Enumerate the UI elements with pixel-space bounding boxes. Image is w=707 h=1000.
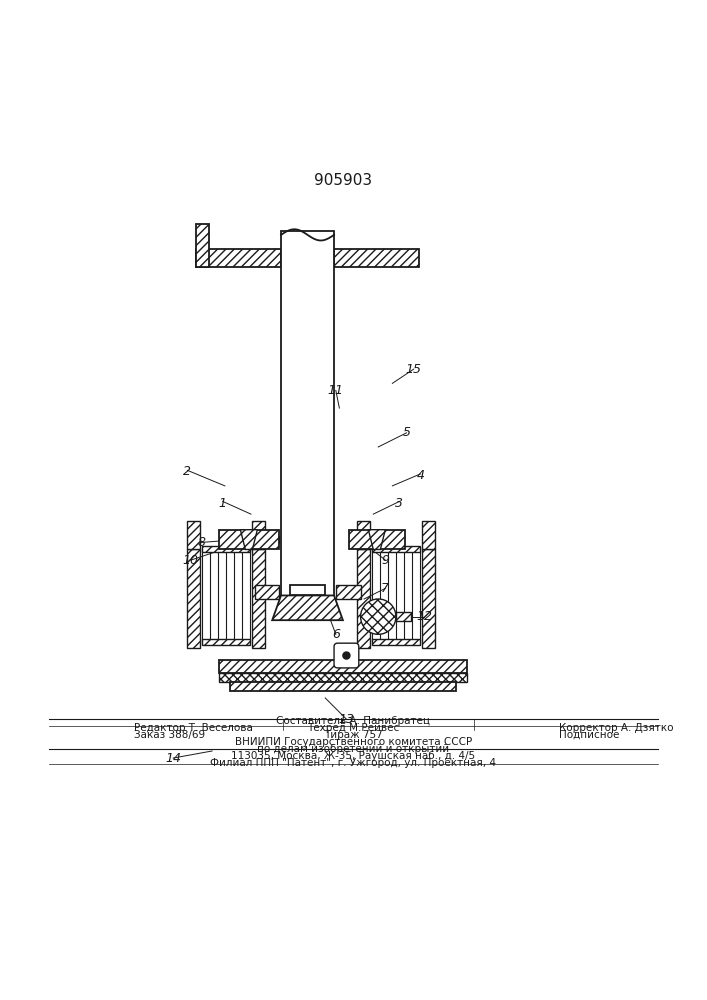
Text: 9: 9	[381, 554, 390, 567]
Text: 6: 6	[332, 628, 340, 641]
Text: Тираж 757: Тираж 757	[324, 730, 383, 740]
Text: 13: 13	[339, 713, 354, 726]
Bar	[252, 549, 265, 648]
Text: Редактор Т. Веселова: Редактор Т. Веселова	[134, 723, 253, 733]
Polygon shape	[272, 595, 343, 620]
Bar	[357, 549, 370, 648]
Polygon shape	[240, 530, 257, 549]
FancyBboxPatch shape	[334, 643, 358, 668]
Polygon shape	[230, 682, 456, 691]
Bar	[219, 660, 467, 673]
Bar	[281, 231, 334, 606]
Bar	[372, 639, 420, 645]
Bar	[422, 549, 435, 648]
Text: 8: 8	[197, 536, 206, 549]
Bar	[290, 585, 325, 595]
Bar	[187, 521, 200, 549]
Text: Составитель А. Панибратец: Составитель А. Панибратец	[276, 716, 431, 726]
Text: Техред М.Рейвес: Техред М.Рейвес	[308, 723, 399, 733]
Bar	[422, 521, 435, 549]
Text: 2: 2	[183, 465, 192, 478]
Text: Корректор А. Дзятко: Корректор А. Дзятко	[559, 723, 673, 733]
Text: 113035, Москва, Ж-35, Раушская наб., д. 4/5: 113035, Москва, Ж-35, Раушская наб., д. …	[231, 751, 476, 761]
Bar	[336, 585, 361, 599]
Text: 10: 10	[183, 554, 199, 567]
Text: 5: 5	[402, 426, 411, 439]
Bar	[202, 639, 250, 645]
Bar	[197, 224, 209, 267]
Text: 15: 15	[406, 363, 421, 376]
Text: Заказ 388/69: Заказ 388/69	[134, 730, 206, 740]
Bar	[197, 249, 281, 267]
Circle shape	[343, 652, 350, 659]
Text: 7: 7	[381, 582, 390, 595]
Bar	[255, 585, 279, 599]
Bar	[218, 530, 279, 549]
Text: 905903: 905903	[314, 173, 372, 188]
Bar	[255, 536, 279, 543]
Bar	[219, 673, 467, 682]
Bar	[187, 549, 200, 648]
Text: Подписное: Подписное	[559, 730, 619, 740]
Text: 4: 4	[416, 469, 425, 482]
Text: 1: 1	[218, 497, 227, 510]
Bar	[252, 521, 265, 549]
Polygon shape	[368, 530, 385, 549]
Text: Филиал ППП "Патент", г. Ужгород, ул. Проектная, 4: Филиал ППП "Патент", г. Ужгород, ул. Про…	[211, 758, 496, 768]
Bar	[396, 612, 411, 621]
Text: по делам изобретений и открытий: по делам изобретений и открытий	[257, 744, 450, 754]
Text: 3: 3	[395, 497, 404, 510]
Bar	[349, 530, 405, 549]
Circle shape	[361, 599, 396, 634]
Bar	[372, 546, 420, 552]
Bar	[202, 546, 250, 552]
Bar	[357, 521, 370, 549]
Text: 12: 12	[416, 610, 432, 623]
Text: ВНИИПИ Государственного комитета СССР: ВНИИПИ Государственного комитета СССР	[235, 737, 472, 747]
Bar	[334, 249, 419, 267]
Text: 14: 14	[165, 752, 181, 765]
Text: 11: 11	[328, 384, 344, 397]
